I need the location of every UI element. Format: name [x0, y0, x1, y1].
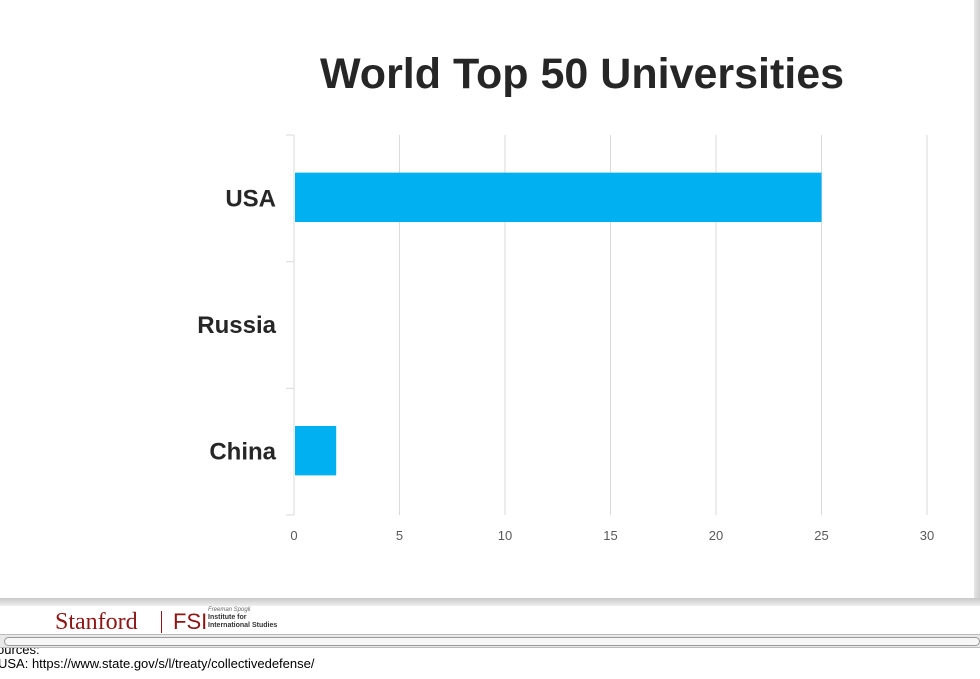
x-tick-label-0: 0 — [290, 528, 297, 543]
x-tick-label-25: 25 — [814, 528, 828, 543]
x-tick-label-5: 5 — [396, 528, 403, 543]
institute-logo-text: Freeman Spogli Institute for Internation… — [208, 606, 277, 630]
slide-canvas: World Top 50 Universities 0 5 10 15 20 25 30 US… — [197, 50, 935, 543]
category-label-china: China — [209, 439, 276, 466]
category-label-usa: USA — [225, 185, 276, 212]
institute-name-line2: Institute for — [208, 614, 247, 621]
notes-line-usa: USA: https://www.state.gov/s/l/treaty/co… — [0, 656, 315, 671]
bar-chart: 0 5 10 15 20 25 30 USA Russia China — [197, 134, 934, 543]
notes-line-sources: ources: — [0, 648, 40, 657]
speaker-notes-pane[interactable]: ources: USA: https://www.state.gov/s/l/t… — [0, 648, 980, 679]
institute-name-line1: Freeman Spogli — [208, 607, 251, 613]
x-tick-label-20: 20 — [709, 528, 723, 543]
bar-china — [295, 425, 337, 476]
horizontal-scrollbar[interactable] — [0, 634, 980, 648]
chart-title: World Top 50 Universities — [320, 50, 845, 98]
x-tick-label-10: 10 — [498, 528, 512, 543]
category-label-russia: Russia — [197, 312, 276, 339]
slide-edge — [974, 0, 980, 598]
notes-line-cut-off: ​ — [0, 671, 980, 679]
fsi-logo: FSI — [173, 609, 208, 634]
scrollbar-thumb[interactable] — [4, 637, 980, 646]
bar-usa — [295, 172, 822, 223]
logo-separator — [161, 611, 162, 633]
stanford-logo: Stanford — [55, 609, 138, 635]
footer-band — [0, 606, 980, 634]
x-tick-label-30: 30 — [920, 528, 934, 543]
slide-shadow — [0, 598, 980, 606]
x-tick-label-15: 15 — [603, 528, 617, 543]
institute-name-line3: International Studies — [208, 622, 278, 629]
